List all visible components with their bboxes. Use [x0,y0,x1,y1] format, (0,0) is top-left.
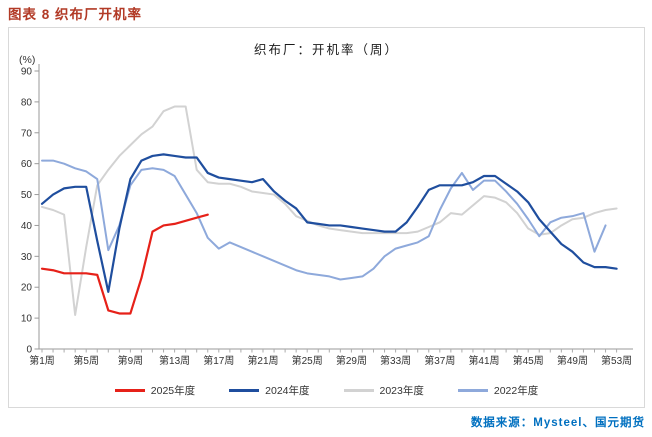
plot-svg: 0 10 20 30 40 50 60 70 80 90 第1周 第5周 第9周 第13周 第17周 第21周… [21,64,633,367]
y-tick-label: 40 [21,221,33,232]
x-tick-label: 第49周 [557,354,588,367]
x-tick-label: 第5周 [73,354,99,367]
x-tick-label: 第17周 [203,354,234,367]
chart-title: 织布厂：开机率（周） [253,43,399,57]
x-tick-label: 第1周 [29,354,55,367]
x-tick-label: 第21周 [247,354,278,367]
legend-item-2024: 2024年度 [229,383,310,398]
y-tick-label: 70 [21,128,33,139]
series-2022年度-line [41,159,607,281]
legend-swatch-2024 [229,389,260,392]
page-title: 图表 8 织布厂开机率 [8,7,143,22]
y-tick-label: 20 [21,283,33,294]
legend-swatch-2022 [457,389,488,392]
y-tick-label: 0 [26,345,32,356]
x-tick-label: 第33周 [380,354,411,367]
x-tick-label: 第41周 [468,354,499,367]
series-2023年度-line [41,105,618,317]
legend-label-2022: 2022年度 [493,385,539,397]
x-tick-label: 第45周 [513,354,544,367]
y-tick-label: 80 [21,97,33,108]
legend-label-2024: 2024年度 [265,385,310,397]
series-2025年度-line [40,213,209,315]
y-tick-label: 90 [21,67,33,78]
y-tick-label: 50 [21,190,33,201]
y-tick-label: 30 [21,252,33,263]
legend-item-2023: 2023年度 [343,383,424,398]
legend-item-2025: 2025年度 [114,383,196,398]
chart-legend: 2025年度 2024年度 2023年度 2022年度 [9,383,644,398]
legend-label-2025: 2025年度 [150,385,196,397]
legend-label-2023: 2023年度 [379,385,424,397]
x-tick-label: 第25周 [292,354,323,367]
legend-swatch-2025 [114,389,145,392]
chart-container: 织布厂：开机率（周） (%) 0 10 20 30 40 50 60 70 80 90 第1周 第5周… [8,27,645,408]
x-tick-label: 第9周 [118,354,144,367]
x-tick-label: 第13周 [159,354,190,367]
y-tick-label: 60 [21,159,33,170]
x-tick-label: 第53周 [601,354,632,367]
data-source-note: 数据来源：Mysteel、国元期货 [470,417,645,429]
y-axis-unit-label: (%) [19,54,36,66]
x-tick-label: 第37周 [424,354,455,367]
legend-swatch-2023 [343,389,374,392]
legend-item-2022: 2022年度 [457,383,539,398]
x-tick-label: 第29周 [336,354,367,367]
series-2024年度-line [40,153,618,293]
y-tick-label: 10 [21,314,33,325]
